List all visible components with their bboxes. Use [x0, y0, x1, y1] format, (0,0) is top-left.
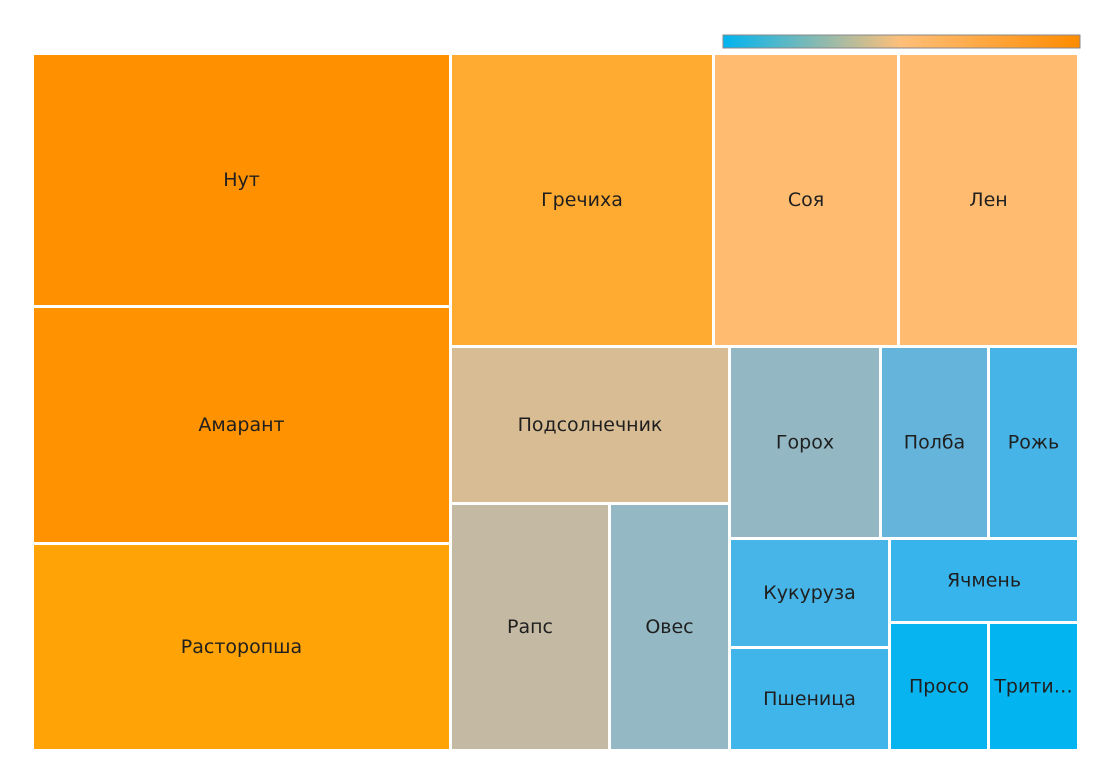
treemap-tile[interactable]: Рапс [450, 503, 610, 751]
treemap-tile-label: Ячмень [947, 570, 1021, 592]
treemap-tile-rect [889, 622, 989, 751]
treemap-tile-label: Горох [776, 432, 834, 454]
treemap-tile-rect [898, 53, 1079, 347]
treemap-tile[interactable]: Пшеница [729, 647, 890, 751]
treemap-tile-rect [32, 306, 451, 544]
treemap-tile[interactable]: Амарант [32, 306, 451, 544]
treemap-tile-rect [609, 503, 730, 751]
treemap-tile-label: Амарант [198, 414, 284, 436]
treemap-tile-label: Расторопша [181, 636, 302, 658]
treemap-tile-label: Соя [788, 189, 824, 211]
treemap-tile[interactable]: Просо [889, 622, 989, 751]
treemap-tile[interactable]: Рожь [988, 346, 1079, 539]
treemap-tile-rect [713, 53, 899, 347]
treemap-tile[interactable]: Подсолнечник [450, 346, 730, 504]
treemap-tile-label: Гречиха [541, 189, 623, 211]
treemap-tile[interactable]: Нут [32, 53, 451, 307]
treemap-tile[interactable]: Лен [898, 53, 1079, 347]
treemap-tile[interactable]: Расторопша [32, 543, 451, 751]
treemap-tile[interactable]: Соя [713, 53, 899, 347]
treemap-tile[interactable]: Горох [729, 346, 881, 539]
treemap-tile[interactable]: Трити… [988, 622, 1079, 751]
treemap-tile-label: Просо [909, 676, 969, 698]
treemap-tile-rect [729, 346, 881, 539]
treemap-tile-label: Кукуруза [763, 582, 856, 604]
treemap-tile[interactable]: Гречиха [450, 53, 714, 347]
treemap-tiles: Нут Амарант Расторопша Гречиха Соя Лен Подсолн… [32, 53, 1079, 751]
treemap-tile[interactable]: Кукуруза [729, 538, 890, 648]
treemap-tile[interactable]: Овес [609, 503, 730, 751]
treemap-tile-rect [32, 53, 451, 307]
treemap-tile-label: Полба [904, 432, 965, 454]
treemap-tile-rect [450, 53, 714, 347]
treemap-tile-label: Трити… [993, 676, 1072, 698]
treemap-tile-label: Нут [223, 169, 260, 191]
treemap-tile-rect [889, 538, 1079, 623]
treemap-tile-rect [988, 622, 1079, 751]
treemap-tile-rect [988, 346, 1079, 539]
treemap-tile[interactable]: Полба [880, 346, 989, 539]
treemap-tile-label: Лен [969, 189, 1007, 211]
treemap-tile-label: Пшеница [763, 688, 856, 710]
treemap-tile-rect [32, 543, 451, 751]
color-scale-bar [722, 34, 1081, 49]
treemap-tile-label: Овес [645, 616, 693, 638]
treemap-tile-label: Рапс [507, 616, 553, 638]
treemap-tile-label: Рожь [1008, 432, 1059, 454]
treemap-tile[interactable]: Ячмень [889, 538, 1079, 623]
treemap-tile-label: Подсолнечник [518, 414, 663, 436]
treemap-tile-rect [450, 503, 610, 751]
